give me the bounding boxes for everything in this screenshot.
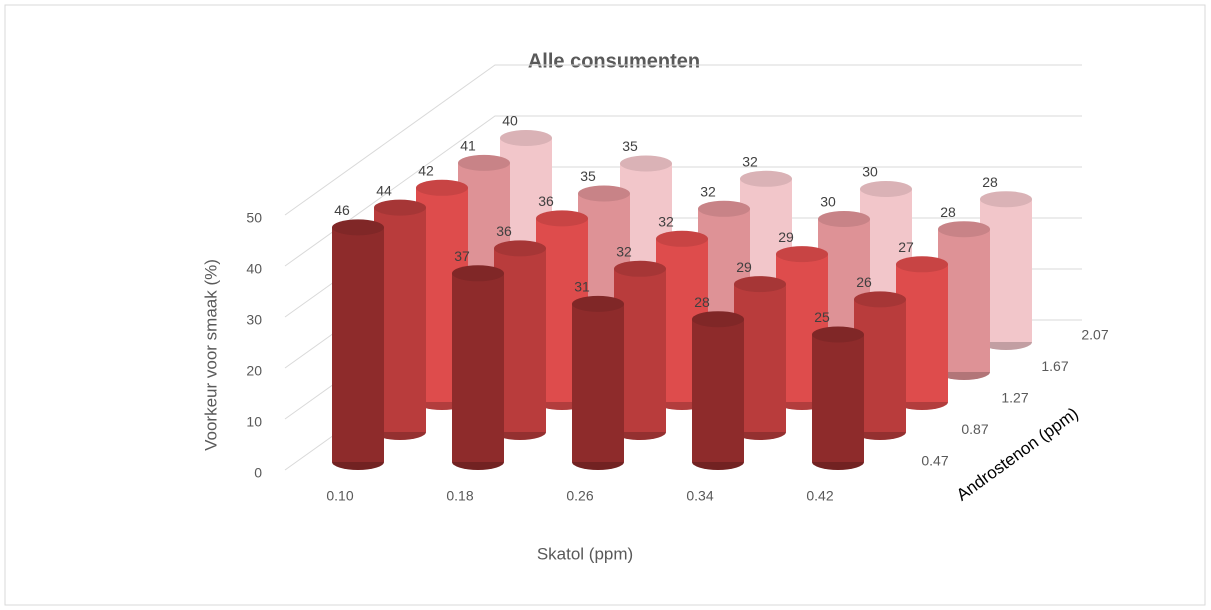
- data-label: 31: [574, 279, 590, 295]
- data-label: 28: [694, 294, 710, 310]
- bar-top: [374, 199, 426, 216]
- data-label: 35: [622, 138, 638, 154]
- y-tick-label: 30: [246, 312, 262, 328]
- data-label: 32: [742, 154, 758, 170]
- y-tick-label: 50: [246, 210, 262, 226]
- bar-top: [860, 181, 912, 197]
- bar-top: [896, 256, 948, 273]
- y-tick-label: 40: [246, 261, 262, 277]
- grid-line: [284, 64, 1082, 216]
- bar-top: [938, 221, 990, 238]
- bar: [812, 334, 864, 462]
- bar-top: [494, 240, 546, 257]
- data-label: 30: [820, 194, 836, 210]
- data-label: 29: [778, 229, 794, 245]
- x-axis-title: Skatol (ppm): [537, 544, 633, 563]
- bar-top: [656, 230, 708, 247]
- bar-top: [854, 291, 906, 308]
- data-label: 40: [502, 113, 518, 129]
- chart-title: Alle consumenten: [528, 50, 700, 72]
- z-tick-label: 1.67: [1041, 358, 1068, 374]
- data-label: 32: [700, 184, 716, 200]
- data-label: 30: [862, 164, 878, 180]
- bar: [332, 227, 384, 462]
- bar-top: [536, 210, 588, 227]
- y-tick-label: 10: [246, 414, 262, 430]
- z-tick-label: 2.07: [1081, 327, 1108, 343]
- bar-top: [452, 265, 504, 282]
- bar-top: [776, 246, 828, 263]
- bar-top: [416, 179, 468, 196]
- data-label: 25: [814, 309, 830, 325]
- bar-top: [500, 130, 552, 146]
- data-label: 32: [658, 214, 674, 230]
- data-label: 32: [616, 244, 632, 260]
- bar-top: [980, 191, 1032, 208]
- bar-top: [812, 326, 864, 343]
- grid-line: [284, 115, 1082, 267]
- data-label: 42: [418, 163, 434, 179]
- y-tick-label: 20: [246, 363, 262, 379]
- bar: [572, 303, 624, 462]
- data-label: 29: [736, 259, 752, 275]
- x-tick-label: 0.42: [806, 488, 833, 504]
- bar-top: [818, 211, 870, 227]
- data-label: 44: [376, 182, 392, 198]
- data-label: 37: [454, 248, 470, 264]
- data-label: 28: [982, 174, 998, 190]
- z-tick-label: 0.87: [961, 421, 988, 437]
- bar-top: [578, 185, 630, 202]
- data-label: 26: [856, 274, 872, 290]
- data-label: 46: [334, 202, 350, 218]
- bar: [452, 273, 504, 462]
- bar-top: [458, 154, 510, 171]
- bar-top: [620, 155, 672, 172]
- data-label: 41: [460, 138, 476, 154]
- bar-top: [572, 295, 624, 312]
- bar-top: [698, 200, 750, 217]
- data-label: 36: [538, 193, 554, 209]
- bar-top: [740, 170, 792, 187]
- bar-top: [734, 276, 786, 293]
- bar-top: [332, 219, 384, 236]
- data-label: 27: [898, 239, 914, 255]
- x-tick-label: 0.34: [686, 488, 713, 504]
- data-label: 36: [496, 223, 512, 239]
- data-label: 28: [940, 204, 956, 220]
- data-label: 35: [580, 168, 596, 184]
- y-axis-title: Voorkeur voor smaak (%): [201, 259, 220, 451]
- z-tick-label: 0.47: [921, 453, 948, 469]
- y-tick-label: 0: [254, 465, 262, 481]
- x-tick-label: 0.18: [446, 488, 473, 504]
- x-tick-label: 0.10: [326, 488, 353, 504]
- bar-top: [692, 311, 744, 328]
- bar: [692, 319, 744, 462]
- z-tick-label: 1.27: [1001, 390, 1028, 406]
- x-tick-label: 0.26: [566, 488, 593, 504]
- bar-top: [614, 260, 666, 277]
